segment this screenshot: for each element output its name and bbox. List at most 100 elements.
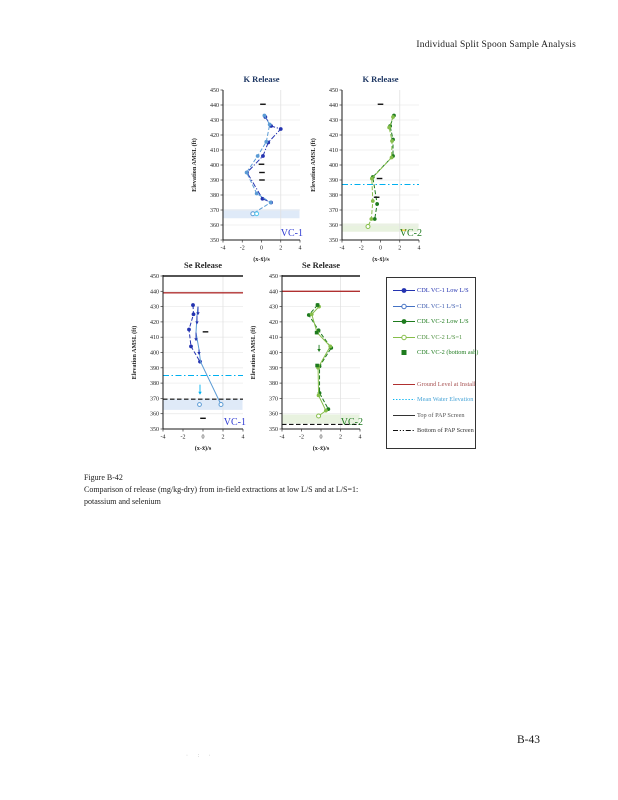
svg-text:450: 450 xyxy=(269,274,278,280)
svg-text:350: 350 xyxy=(329,238,338,244)
svg-text:440: 440 xyxy=(150,289,159,295)
svg-text:350: 350 xyxy=(150,427,159,433)
chart-title: Se Release xyxy=(184,260,222,270)
screen-band xyxy=(282,414,360,424)
svg-text:350: 350 xyxy=(269,427,278,433)
legend-item: Mean Water Elevation xyxy=(393,392,475,408)
svg-text:370: 370 xyxy=(329,208,338,214)
chart-title: K Release xyxy=(243,74,279,84)
gridlines xyxy=(282,276,360,429)
legend-sample-square xyxy=(401,350,407,356)
legend-item-label: Bottom of PAP Screen xyxy=(417,427,474,435)
svg-text:380: 380 xyxy=(210,193,219,199)
svg-text:400: 400 xyxy=(269,351,278,357)
chart-k-release-vc1: -4 -2 0 2 4 350 360 370 380 390 400 410 420 430 440 450… xyxy=(186,64,318,274)
chart-legend: CDL VC-1 Low L/S CDL VC-1 L/S=1 CDL VC-2 L… xyxy=(386,277,478,449)
legend-sample-none xyxy=(393,414,415,416)
svg-text:370: 370 xyxy=(150,396,159,402)
svg-text:400: 400 xyxy=(210,163,219,169)
legend-item: CDL VC-1 Low L/S xyxy=(393,283,475,299)
chart-se-release-vc1: -4 -2 0 2 4 350 360 370 380 390 400 410 420 430 440 450… xyxy=(126,250,262,468)
x-axis-label: (x-x̄)/s xyxy=(372,256,389,263)
svg-text:370: 370 xyxy=(210,208,219,214)
legend-item-label: CDL VC-2 L/S=1 xyxy=(417,333,463,341)
chart-se-release-vc2: -4 -2 0 2 4 350 360 370 380 390 400 410 420 430 440 450… xyxy=(245,250,377,468)
svg-text:370: 370 xyxy=(269,396,278,402)
svg-text:-4: -4 xyxy=(221,246,226,252)
svg-text:-4: -4 xyxy=(161,435,166,441)
legend-item: CDL VC-2 Low L/S xyxy=(393,314,475,330)
chart-title: K Release xyxy=(362,74,398,84)
figure-caption-text: Comparison of release (mg/kg-dry) from i… xyxy=(84,485,359,494)
svg-text:380: 380 xyxy=(150,381,159,387)
svg-text:430: 430 xyxy=(210,118,219,124)
legend-item-label: Ground Level at Install xyxy=(417,380,476,388)
down-arrow-marker xyxy=(196,306,200,316)
svg-text:-4: -4 xyxy=(340,246,345,252)
svg-text:390: 390 xyxy=(269,366,278,372)
figure-caption: Figure B-42 Comparison of release (mg/kg… xyxy=(84,472,414,508)
screen-band xyxy=(163,399,243,410)
down-arrow-marker xyxy=(317,344,321,352)
svg-text:430: 430 xyxy=(329,118,338,124)
plot-svg: -4 -2 0 2 4 350 360 370 380 390 400 410 420 430 440 450… xyxy=(191,74,303,263)
svg-text:450: 450 xyxy=(210,88,219,94)
page-header-text: Individual Split Spoon Sample Analysis xyxy=(416,40,576,50)
legend-sample-none xyxy=(393,383,415,385)
legend-sample-none xyxy=(393,399,415,401)
svg-text:4: 4 xyxy=(359,435,362,441)
y-axis-label: Elevation AMSL (ft) xyxy=(250,326,257,380)
svg-text:450: 450 xyxy=(329,88,338,94)
legend-item-label: CDL VC-2 Low L/S xyxy=(417,318,469,326)
y-axis-label: Elevation AMSL (ft) xyxy=(131,326,138,380)
axes: -4 -2 0 2 4 350 360 370 380 390 400 410 420 430 440 450 xyxy=(210,88,302,252)
legend-sample-none xyxy=(393,430,415,432)
axes: -4 -2 0 2 4 350 360 370 380 390 400 410 420 430 440 450 xyxy=(329,88,421,252)
legend-item: CDL VC-1 L/S=1 xyxy=(393,299,475,315)
well-label: VC-1 xyxy=(281,228,303,239)
y-axis-label: Elevation AMSL (ft) xyxy=(310,138,317,192)
legend-item: CDL VC-2 L/S=1 xyxy=(393,330,475,346)
svg-text:380: 380 xyxy=(269,381,278,387)
svg-text:420: 420 xyxy=(210,133,219,139)
legend-item: Ground Level at Install xyxy=(393,377,476,393)
chart-k-release-vc2: -4 -2 0 2 4 350 360 370 380 390 400 410 420 430 440 450… xyxy=(305,64,437,274)
page-number: B-43 xyxy=(517,734,540,746)
svg-text:-2: -2 xyxy=(359,246,364,252)
svg-text:410: 410 xyxy=(210,148,219,154)
down-arrow-marker xyxy=(194,332,198,342)
svg-text:4: 4 xyxy=(299,246,302,252)
svg-text:0: 0 xyxy=(379,246,382,252)
y-axis-label: Elevation AMSL (ft) xyxy=(191,138,198,192)
svg-text:440: 440 xyxy=(210,103,219,109)
svg-text:-2: -2 xyxy=(181,435,186,441)
x-axis-label: (x-x̄)/s xyxy=(253,256,270,263)
series-cdl-vc-1-l-s-1 xyxy=(195,306,224,408)
svg-text:2: 2 xyxy=(339,435,342,441)
svg-text:2: 2 xyxy=(222,435,225,441)
svg-text:420: 420 xyxy=(329,133,338,139)
svg-text:-2: -2 xyxy=(299,435,304,441)
svg-text:360: 360 xyxy=(269,412,278,418)
svg-text:420: 420 xyxy=(150,320,159,326)
x-axis-label: (x-x̄)/s xyxy=(195,445,212,452)
square-marker xyxy=(315,303,320,307)
legend-item: Top of PAP Screen xyxy=(393,408,475,424)
svg-text:4: 4 xyxy=(418,246,421,252)
series-cdl-vc-1-l-s-1 xyxy=(244,113,273,217)
series-cdl-vc-1-low-l-s xyxy=(245,115,283,205)
down-arrow-marker xyxy=(195,315,199,325)
svg-text:350: 350 xyxy=(210,238,219,244)
legend-sample-circle-filled xyxy=(393,319,415,325)
open-point xyxy=(254,211,260,217)
legend-item-label: Top of PAP Screen xyxy=(417,411,465,419)
plot-svg: -4 -2 0 2 4 350 360 370 380 390 400 410 420 430 440 450… xyxy=(131,260,246,452)
down-arrow-marker xyxy=(197,349,201,356)
legend-item-label: CDL VC-1 Low L/S xyxy=(417,287,469,295)
svg-text:400: 400 xyxy=(329,163,338,169)
svg-text:440: 440 xyxy=(269,289,278,295)
open-point xyxy=(197,402,202,407)
legend-item-label: CDL VC-1 L/S=1 xyxy=(417,302,463,310)
footer-marks: · : · xyxy=(186,753,215,759)
axes: -4 -2 0 2 4 350 360 370 380 390 400 410 420 430 440 450 xyxy=(150,274,245,441)
